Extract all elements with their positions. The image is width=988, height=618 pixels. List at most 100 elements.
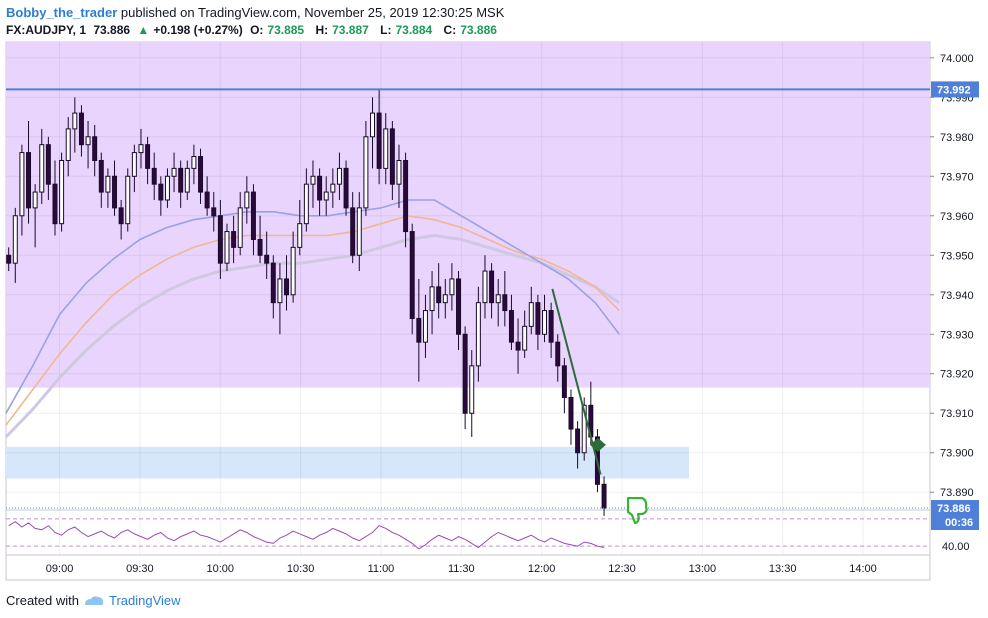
time-tick-label: 12:00 — [528, 563, 556, 575]
candle-body — [112, 175, 118, 209]
candle-body — [78, 112, 84, 146]
candle-body — [363, 136, 369, 209]
symbol-label: FX:AUDJPY, 1 — [6, 23, 87, 37]
candle-body — [502, 294, 508, 312]
high-label: H: — [315, 23, 329, 37]
candle-body — [158, 183, 164, 201]
candle-body — [237, 207, 243, 248]
candle-body — [138, 144, 144, 154]
grid-layer — [6, 42, 930, 555]
candle-body — [350, 207, 356, 256]
candle-body — [528, 302, 534, 327]
published-text: published on TradingView.com, November 2… — [120, 5, 505, 20]
price-tick-label: 73.890 — [940, 487, 974, 499]
candle-body — [52, 183, 58, 225]
candle-body — [323, 191, 329, 201]
time-tick-label: 13:30 — [769, 563, 797, 575]
moving-averages-layer — [4, 199, 621, 438]
candle-body — [336, 167, 342, 185]
tradingview-cloud-icon — [84, 595, 104, 605]
price-tick-label: 73.920 — [940, 369, 974, 381]
candle-body — [449, 278, 455, 296]
price-tick-label: 73.910 — [940, 408, 974, 420]
countdown-label: 00:36 — [945, 517, 973, 529]
overlays-layer — [6, 88, 930, 525]
candle-body — [277, 278, 283, 304]
candle-body — [59, 159, 65, 225]
candle-body — [257, 238, 263, 256]
candle-body — [65, 128, 71, 161]
candle-body — [303, 183, 309, 225]
candle-body — [561, 365, 567, 398]
candle-body — [495, 294, 501, 304]
candle-body — [184, 167, 190, 193]
symbol-legend: FX:AUDJPY, 1 73.886 ▲ +0.198 (+0.27%) O: 7… — [6, 23, 505, 37]
candle-body — [92, 136, 98, 161]
candle-body — [211, 207, 217, 217]
price-tick-label: 73.900 — [940, 448, 974, 460]
created-with-text: Created with — [6, 593, 79, 608]
candle-body — [535, 302, 541, 335]
candle-body — [317, 175, 323, 201]
price-tick-label: 73.930 — [940, 329, 974, 341]
price-tick-label: 73.960 — [940, 211, 974, 223]
arrow-marker-icon — [589, 437, 606, 452]
candle-body — [131, 152, 137, 177]
footer: Created with TradingView — [6, 593, 181, 608]
open-value: 73.885 — [267, 23, 305, 37]
candle-body — [489, 270, 495, 304]
candle-body — [555, 341, 561, 367]
close-label: C: — [443, 23, 457, 37]
candle-body — [356, 207, 362, 256]
candle-body — [542, 310, 548, 335]
candle-body — [125, 175, 131, 225]
candle-body — [508, 310, 514, 343]
resistance-price-tag-label: 73.992 — [937, 84, 971, 96]
candle-body — [191, 156, 197, 169]
candle-body — [343, 167, 349, 209]
candle-body — [330, 183, 336, 193]
candle-body — [456, 278, 462, 335]
time-tick-label: 10:30 — [287, 563, 315, 575]
candle-body — [376, 112, 382, 169]
candle-body — [12, 215, 18, 264]
zones-layer — [6, 42, 930, 479]
candle-body — [469, 365, 475, 414]
candle-body — [164, 175, 170, 201]
time-tick-label: 13:00 — [689, 563, 717, 575]
time-tick-label: 14:00 — [849, 563, 877, 575]
candle-body — [482, 270, 488, 304]
candle-body — [396, 159, 402, 185]
candle-body — [429, 286, 435, 312]
candle-body — [601, 483, 607, 509]
candle-body — [98, 159, 104, 193]
candle-body — [297, 223, 303, 248]
candle-body — [409, 231, 415, 319]
supply-zone — [6, 42, 930, 388]
candle-body — [145, 144, 151, 169]
publish-header: Bobby_the_trader published on TradingVie… — [6, 5, 504, 20]
change-up-arrow-icon: ▲ — [137, 23, 150, 37]
candle-body — [244, 191, 250, 209]
candle-body — [522, 325, 528, 351]
time-tick-label: 10:00 — [206, 563, 234, 575]
author-link[interactable]: Bobby_the_trader — [6, 5, 118, 20]
candle-body — [389, 128, 395, 185]
low-label: L: — [380, 23, 392, 37]
candle-body — [568, 396, 574, 430]
candle-body — [548, 310, 554, 343]
candle-body — [32, 191, 38, 209]
candle-body — [270, 262, 276, 304]
candle-body — [19, 152, 25, 217]
candle-body — [442, 294, 448, 304]
price-tick-label: 73.970 — [940, 171, 974, 183]
candle-body — [178, 167, 184, 193]
tradingview-brand-link[interactable]: TradingView — [108, 593, 181, 608]
ma-mid-line — [5, 214, 620, 426]
candle-body — [403, 159, 409, 233]
candle-body — [290, 246, 296, 296]
candle-body — [171, 167, 177, 177]
candle-body — [151, 167, 157, 185]
candle-body — [85, 136, 91, 146]
